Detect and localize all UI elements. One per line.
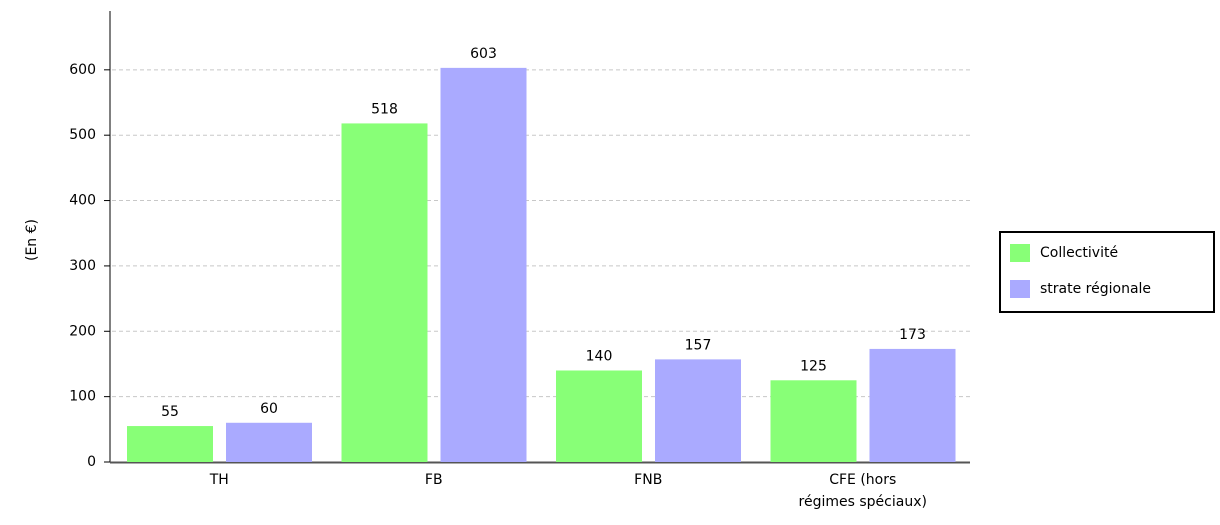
bar <box>556 370 642 462</box>
value-label: 518 <box>371 101 398 117</box>
value-label: 125 <box>800 358 827 374</box>
bar <box>226 422 312 462</box>
y-tick-label: 0 <box>87 454 96 470</box>
y-tick-label: 300 <box>69 258 96 274</box>
x-tick-label: FNB <box>634 472 663 488</box>
value-label: 140 <box>586 348 613 364</box>
y-tick-label: 100 <box>69 389 96 405</box>
bar <box>655 359 741 462</box>
value-label: 173 <box>899 327 926 343</box>
legend-swatch <box>1010 244 1030 262</box>
value-label: 55 <box>161 404 179 420</box>
bar <box>127 426 213 462</box>
x-tick-label: TH <box>209 472 229 488</box>
bar <box>440 67 527 462</box>
y-axis-label: (En €) <box>24 219 40 261</box>
bar <box>869 348 956 462</box>
value-label: 157 <box>685 337 712 353</box>
value-label: 603 <box>470 46 497 62</box>
bar <box>341 123 428 462</box>
legend-label: strate régionale <box>1040 281 1151 297</box>
value-label: 60 <box>260 401 278 417</box>
legend-swatch <box>1010 280 1030 298</box>
y-tick-label: 400 <box>69 193 96 209</box>
y-tick-label: 500 <box>69 127 96 143</box>
x-tick-label: FB <box>424 472 443 488</box>
y-tick-label: 600 <box>69 62 96 78</box>
x-tick-label: CFE (hors régimes spéciaux) <box>798 472 927 510</box>
y-tick-label: 200 <box>69 323 96 339</box>
legend-box <box>999 231 1215 313</box>
bar <box>770 380 857 462</box>
legend-label: Collectivité <box>1040 245 1118 261</box>
